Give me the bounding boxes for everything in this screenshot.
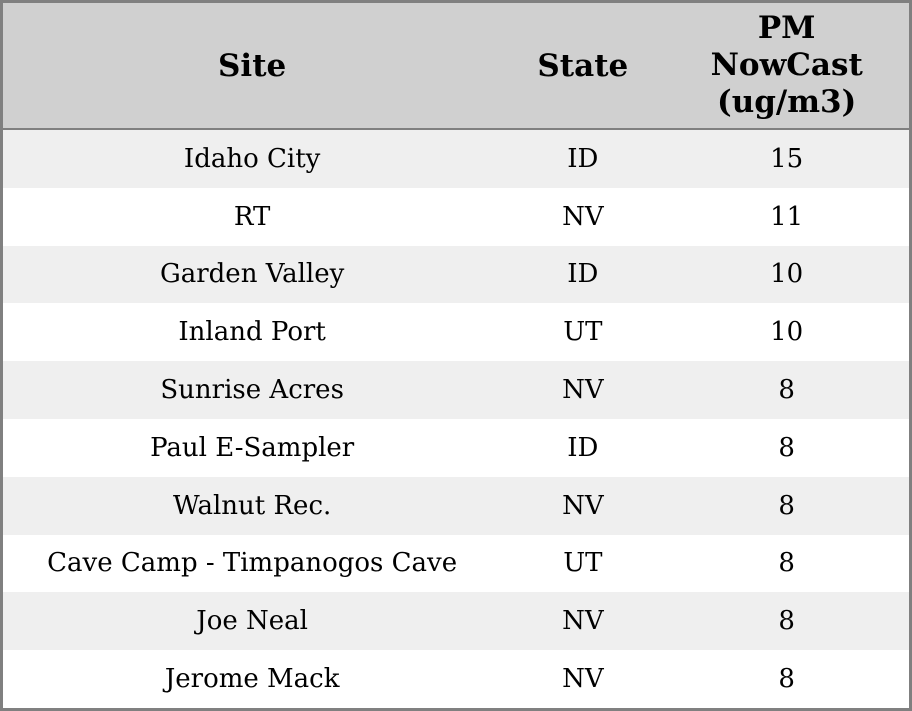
pm-value-cell: 8 [778, 664, 795, 695]
table-row: Garden Valley ID 10 [3, 245, 909, 304]
state-cell: NV [562, 664, 604, 695]
column-header-site: Site [218, 47, 287, 84]
table-row: Walnut Rec. NV 8 [3, 476, 909, 535]
state-cell: NV [562, 201, 604, 232]
table-body: Idaho City ID 15 RT NV 11 Garden Valley … [3, 130, 909, 708]
pm-value-cell: 8 [778, 490, 795, 521]
table-row: Joe Neal NV 8 [3, 592, 909, 651]
pm-header-line-1: PM [757, 10, 816, 46]
column-header-pm-nowcast: PM NowCast (ug/m3) [664, 3, 909, 128]
table-row: Jerome Mack NV 8 [3, 650, 909, 708]
pm-value-cell: 10 [770, 259, 804, 290]
table-row: Sunrise Acres NV 8 [3, 361, 909, 419]
table-row: RT NV 11 [3, 187, 909, 246]
table-row: Inland Port UT 10 [3, 303, 909, 362]
state-cell: ID [567, 143, 599, 174]
table-row: Idaho City ID 15 [3, 130, 909, 188]
table-row: Cave Camp - Timpanogos Cave UT 8 [3, 534, 909, 593]
pm-value-cell: 8 [778, 432, 795, 463]
site-cell: Jerome Mack [164, 664, 340, 695]
table-row: Paul E-Sampler ID 8 [3, 418, 909, 477]
pm-header-line-3: (ug/m3) [717, 84, 857, 120]
site-cell: Inland Port [178, 317, 326, 348]
site-cell: RT [233, 201, 271, 232]
site-cell: Joe Neal [196, 606, 308, 637]
state-cell: NV [562, 606, 604, 637]
site-cell: Walnut Rec. [173, 490, 332, 521]
pm-value-cell: 11 [770, 201, 804, 232]
state-cell: UT [563, 317, 603, 348]
state-cell: ID [567, 259, 599, 290]
state-cell: NV [562, 490, 604, 521]
state-cell: NV [562, 375, 604, 406]
state-cell: ID [567, 432, 599, 463]
site-cell: Idaho City [183, 143, 321, 174]
column-header-state: State [537, 47, 629, 84]
pm-value-cell: 8 [778, 606, 795, 637]
pm-header-line-2: NowCast [710, 47, 863, 83]
pm-value-cell: 10 [770, 317, 804, 348]
pm-value-cell: 8 [778, 548, 795, 579]
site-cell: Cave Camp - Timpanogos Cave [47, 548, 458, 579]
pm-value-cell: 15 [770, 143, 804, 174]
site-cell: Garden Valley [159, 259, 345, 290]
table-header-row: Site State PM NowCast (ug/m3) [3, 3, 909, 130]
pm-value-cell: 8 [778, 375, 795, 406]
site-cell: Paul E-Sampler [150, 432, 355, 463]
site-cell: Sunrise Acres [160, 375, 344, 406]
state-cell: UT [563, 548, 603, 579]
